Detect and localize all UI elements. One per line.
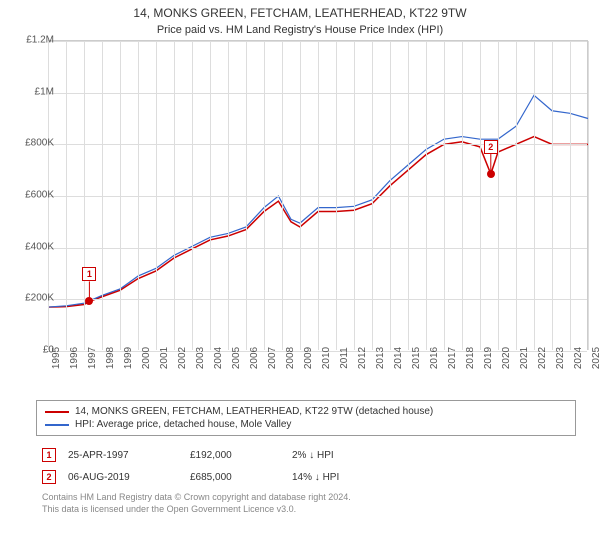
xtick-label: 2025 [591, 347, 600, 369]
xtick-label: 2023 [555, 347, 566, 369]
legend-label: HPI: Average price, detached house, Mole… [75, 419, 291, 430]
xtick-label: 2010 [321, 347, 332, 369]
xtick-label: 2018 [465, 347, 476, 369]
transaction-diff: 2% ↓ HPI [292, 450, 392, 461]
xtick-label: 2021 [519, 347, 530, 369]
xtick-label: 2013 [375, 347, 386, 369]
xtick-label: 2014 [393, 347, 404, 369]
ytick-label: £400K [10, 241, 54, 252]
footer-line: Contains HM Land Registry data © Crown c… [42, 492, 570, 504]
xtick-label: 2009 [303, 347, 314, 369]
legend-box: 14, MONKS GREEN, FETCHAM, LEATHERHEAD, K… [36, 400, 576, 436]
marker-dot-icon [85, 297, 93, 305]
transaction-row: 1 25-APR-1997 £192,000 2% ↓ HPI [36, 444, 576, 466]
legend-swatch-hpi [45, 424, 69, 426]
xtick-label: 2022 [537, 347, 548, 369]
xtick-label: 2016 [429, 347, 440, 369]
xtick-label: 2003 [195, 347, 206, 369]
xtick-label: 2007 [267, 347, 278, 369]
xtick-label: 1996 [69, 347, 80, 369]
xtick-label: 1999 [123, 347, 134, 369]
transaction-marker-icon: 2 [42, 470, 56, 484]
legend-row: HPI: Average price, detached house, Mole… [45, 418, 567, 431]
ytick-label: £600K [10, 190, 54, 201]
ytick-label: £0 [10, 345, 54, 356]
footer-line: This data is licensed under the Open Gov… [42, 504, 570, 516]
xtick-label: 1997 [87, 347, 98, 369]
xtick-label: 2006 [249, 347, 260, 369]
ytick-label: £1M [10, 86, 54, 97]
xtick-label: 2000 [141, 347, 152, 369]
transaction-diff: 14% ↓ HPI [292, 472, 392, 483]
legend-row: 14, MONKS GREEN, FETCHAM, LEATHERHEAD, K… [45, 405, 567, 418]
xtick-label: 2004 [213, 347, 224, 369]
ytick-label: £1.2M [10, 35, 54, 46]
xtick-label: 2005 [231, 347, 242, 369]
legend-label: 14, MONKS GREEN, FETCHAM, LEATHERHEAD, K… [75, 406, 433, 417]
ytick-label: £200K [10, 293, 54, 304]
xtick-label: 2015 [411, 347, 422, 369]
footer-attribution: Contains HM Land Registry data © Crown c… [36, 488, 576, 519]
xtick-label: 2020 [501, 347, 512, 369]
xtick-label: 2008 [285, 347, 296, 369]
xtick-label: 2012 [357, 347, 368, 369]
xtick-label: 2024 [573, 347, 584, 369]
xtick-label: 1995 [51, 347, 62, 369]
xtick-label: 2011 [339, 347, 350, 369]
xtick-label: 2001 [159, 347, 170, 369]
transaction-row: 2 06-AUG-2019 £685,000 14% ↓ HPI [36, 466, 576, 488]
chart-plot-area: 12 [48, 40, 588, 350]
legend-block: 14, MONKS GREEN, FETCHAM, LEATHERHEAD, K… [36, 400, 576, 519]
chart-title: 14, MONKS GREEN, FETCHAM, LEATHERHEAD, K… [0, 0, 600, 22]
marker-label: 1 [82, 267, 96, 281]
marker-dot-icon [487, 170, 495, 178]
chart-subtitle: Price paid vs. HM Land Registry's House … [0, 22, 600, 36]
transaction-marker-icon: 1 [42, 448, 56, 462]
marker-label: 2 [484, 140, 498, 154]
xtick-label: 1998 [105, 347, 116, 369]
transaction-date: 06-AUG-2019 [68, 472, 178, 483]
transaction-price: £685,000 [190, 472, 280, 483]
legend-swatch-price [45, 411, 69, 413]
xtick-label: 2019 [483, 347, 494, 369]
transaction-date: 25-APR-1997 [68, 450, 178, 461]
xtick-label: 2002 [177, 347, 188, 369]
transaction-price: £192,000 [190, 450, 280, 461]
ytick-label: £800K [10, 138, 54, 149]
xtick-label: 2017 [447, 347, 458, 369]
